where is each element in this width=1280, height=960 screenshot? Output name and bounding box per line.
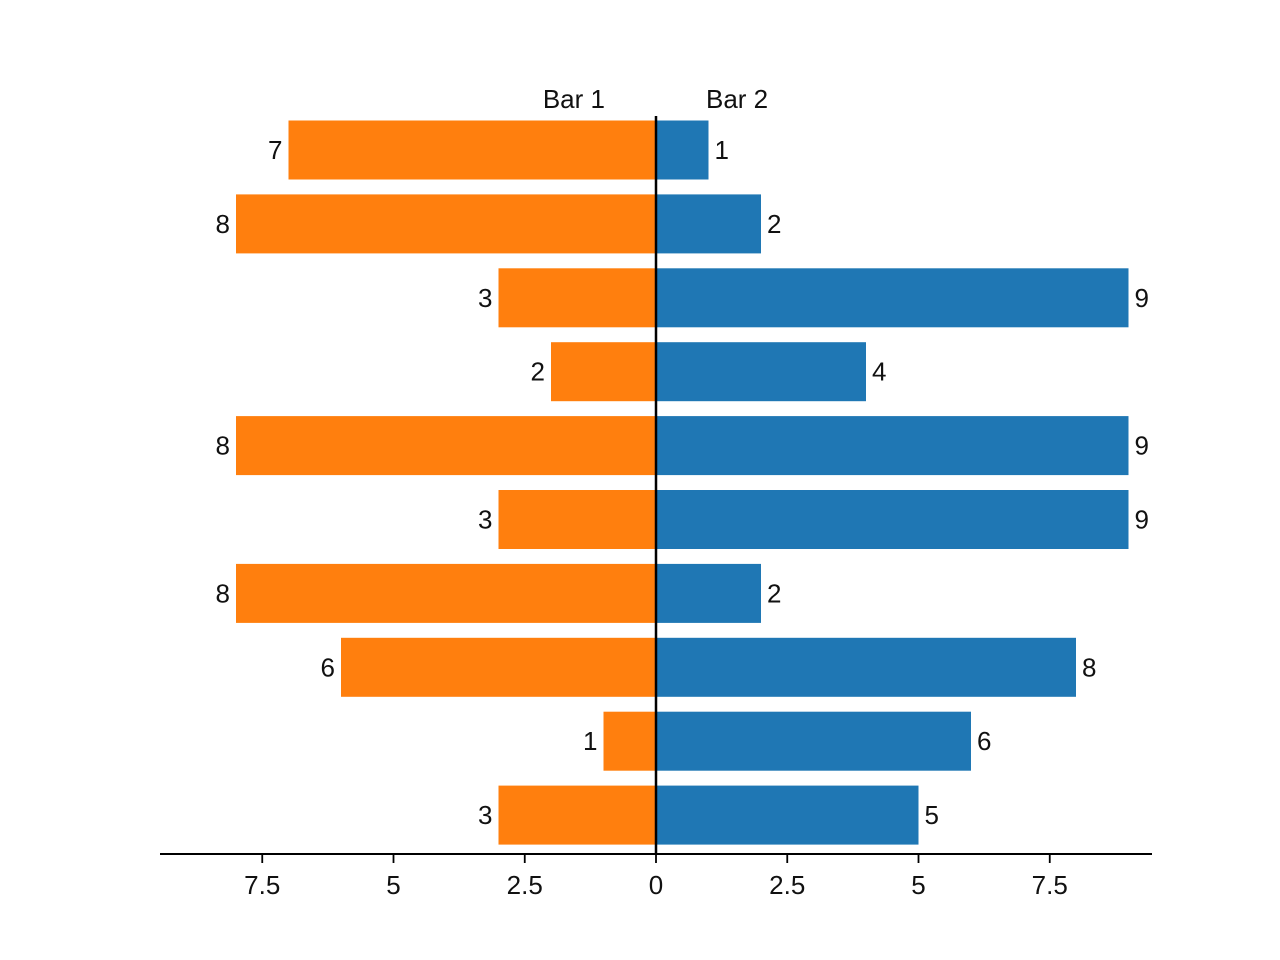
bar-2-bar	[656, 120, 709, 180]
bar-2-value-label: 9	[1135, 283, 1149, 313]
bar-2-value-label: 8	[1082, 652, 1096, 682]
bar-2-bar	[656, 490, 1129, 549]
bar-1-value-label: 1	[583, 726, 597, 756]
bar-2-series	[656, 120, 1129, 845]
axes: 7.5 5 2.5 0 2.5 5 7.5	[160, 116, 1152, 900]
bar-2-bar	[656, 416, 1129, 476]
bar-2-value-label: 2	[767, 209, 781, 239]
bar-1-series	[236, 120, 656, 845]
bar-2-value-label: 9	[1135, 505, 1149, 535]
bar-1-bar	[288, 120, 656, 180]
bar-2-value-label: 4	[872, 357, 886, 387]
x-tick-label: 5	[911, 870, 925, 900]
bar-2-bar	[656, 268, 1129, 328]
bar-2-value-label: 6	[977, 726, 991, 756]
series-label-bar-1: Bar 1	[543, 84, 605, 114]
series-labels: Bar 1 Bar 2	[543, 84, 768, 114]
bar-1-value-label: 8	[216, 209, 230, 239]
x-tick-label: 7.5	[1032, 870, 1068, 900]
bar-1-bar	[603, 711, 656, 771]
value-labels: 7 1 8 2 3 9 2 4 8 9 3 9 8 2 6 8 1 6 3 5	[216, 135, 1149, 830]
bar-1-value-label: 3	[478, 505, 492, 535]
bar-2-bar	[656, 785, 919, 845]
bar-1-value-label: 7	[268, 135, 282, 165]
bar-1-bar	[236, 563, 656, 623]
bar-2-value-label: 1	[715, 135, 729, 165]
bar-2-bar	[656, 637, 1076, 697]
x-tick-label: 2.5	[507, 870, 543, 900]
bar-1-value-label: 3	[478, 800, 492, 830]
bar-1-bar	[498, 268, 656, 328]
bar-2-bar	[656, 563, 761, 623]
bar-2-bar	[656, 342, 866, 402]
bar-2-value-label: 5	[925, 800, 939, 830]
bar-1-bar	[498, 490, 656, 549]
x-tick-label: 0	[649, 870, 663, 900]
x-tick-label: 7.5	[244, 870, 280, 900]
bar-2-value-label: 2	[767, 578, 781, 608]
bar-1-value-label: 6	[321, 652, 335, 682]
x-tick-label: 2.5	[769, 870, 805, 900]
bar-1-bar	[498, 785, 656, 845]
bar-1-value-label: 8	[216, 431, 230, 461]
bar-2-bar	[656, 711, 971, 771]
bar-2-value-label: 9	[1135, 431, 1149, 461]
bar-1-value-label: 8	[216, 578, 230, 608]
bar-1-bar	[551, 342, 656, 402]
bar-1-value-label: 3	[478, 283, 492, 313]
bar-2-bar	[656, 194, 761, 254]
bar-1-bar	[236, 194, 656, 254]
x-tick-label: 5	[386, 870, 400, 900]
series-label-bar-2: Bar 2	[706, 84, 768, 114]
bar-1-value-label: 2	[531, 357, 545, 387]
bar-1-bar	[236, 416, 656, 476]
bar-1-bar	[341, 637, 656, 697]
